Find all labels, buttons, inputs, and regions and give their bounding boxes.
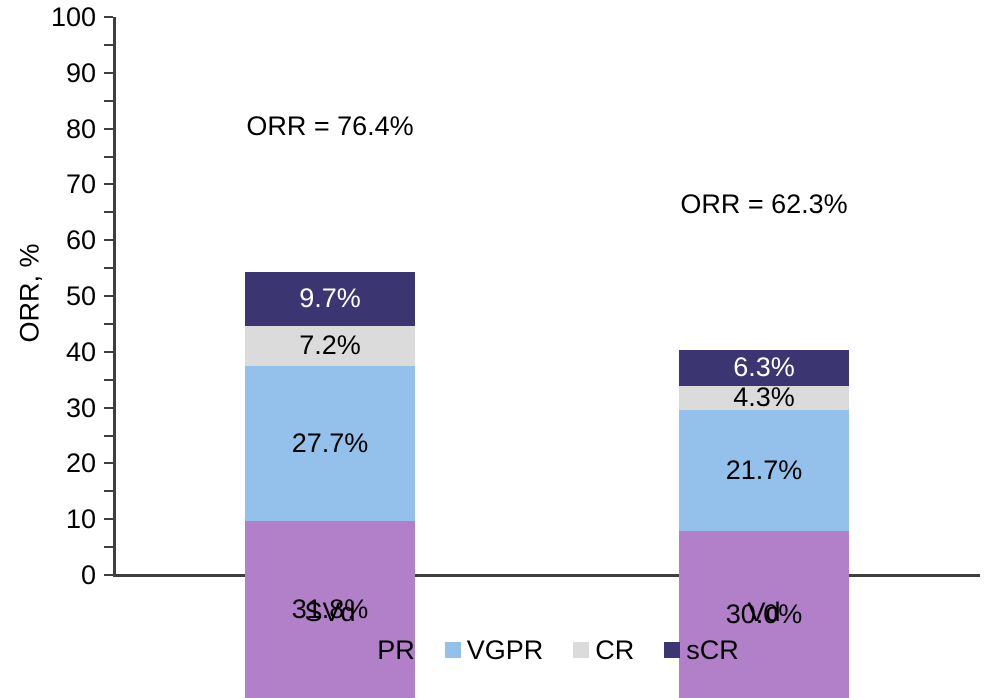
- bar-segment-vgpr-vd: 21.7%: [679, 409, 849, 531]
- y-axis-tick-label: 30: [65, 392, 96, 423]
- x-axis-line: [114, 573, 980, 577]
- y-axis-tick: [104, 99, 113, 102]
- y-axis-tick-label: 70: [65, 169, 96, 200]
- legend-label-scr: sCR: [686, 635, 739, 665]
- y-axis-tick: [104, 518, 113, 521]
- legend-swatch-vgpr: [444, 642, 461, 658]
- y-axis-tick-label: 10: [65, 504, 96, 535]
- bar-segment-cr-svd: 7.2%: [245, 325, 415, 366]
- bar-segment-vgpr-svd: 27.7%: [245, 366, 415, 521]
- x-axis-category-label-vd: Vd: [747, 597, 781, 627]
- y-axis-tick-label: 50: [65, 281, 96, 311]
- orr-total-label-svd: ORR = 76.4%: [246, 110, 414, 141]
- segment-value-label: 31.8%: [291, 593, 369, 624]
- legend-label-vgpr: VGPR: [466, 635, 544, 665]
- bar-segment-pr-svd: 31.8%: [245, 520, 415, 698]
- legend-label-pr: PR: [377, 635, 415, 665]
- y-axis-tick: [104, 239, 113, 242]
- y-axis-tick: [104, 155, 113, 158]
- legend-swatch-cr: [573, 642, 590, 658]
- legend-item-vgpr: VGPR: [444, 635, 544, 665]
- y-axis-tick: [104, 350, 113, 353]
- y-axis-tick: [104, 546, 113, 549]
- segment-value-label: 6.3%: [733, 352, 795, 383]
- y-axis-tick-label: 40: [65, 336, 96, 367]
- y-axis-tick: [104, 574, 113, 576]
- y-axis-tick: [104, 16, 113, 18]
- legend-swatch-pr: [355, 642, 372, 658]
- y-axis-line: [112, 17, 116, 577]
- y-axis-tick: [104, 462, 113, 465]
- bar-segment-pr-vd: 30.0%: [679, 530, 849, 698]
- y-axis-tick: [104, 71, 113, 74]
- y-axis-tick-label: 60: [65, 225, 96, 256]
- y-axis-tick: [104, 434, 113, 437]
- legend-swatch-scr: [664, 642, 681, 658]
- segment-value-label: 30.0%: [725, 598, 803, 629]
- chart-legend: PR VGPR CR sCR: [114, 636, 980, 664]
- segment-value-label: 27.7%: [291, 427, 369, 458]
- y-axis-tick-label: 100: [50, 2, 96, 32]
- segment-value-label: 21.7%: [725, 454, 803, 485]
- y-axis-tick: [104, 183, 113, 186]
- y-axis-tick: [104, 267, 113, 270]
- stacked-bar-Vd: 30.0% 21.7% 4.3% 6.3%: [679, 350, 849, 698]
- x-axis-category-label-svd: SVd: [304, 597, 356, 627]
- bar-segment-scr-vd: 6.3%: [679, 350, 849, 386]
- y-axis-tick: [104, 378, 113, 381]
- y-axis-tick: [104, 127, 113, 130]
- segment-value-label: 9.7%: [299, 283, 361, 314]
- segment-value-label: 4.3%: [733, 382, 795, 413]
- legend-label-cr: CR: [595, 635, 635, 665]
- segment-value-label: 7.2%: [299, 330, 361, 361]
- y-axis-tick: [104, 490, 113, 493]
- bar-segment-cr-vd: 4.3%: [679, 382, 849, 413]
- bar-segment-scr-svd: 9.7%: [245, 271, 415, 326]
- y-axis-tick-label: 0: [80, 560, 96, 590]
- y-axis-tick-label: 20: [65, 448, 96, 479]
- y-axis-tick-label: 90: [65, 57, 96, 88]
- legend-item-scr: sCR: [664, 636, 739, 664]
- orr-total-label-vd: ORR = 62.3%: [680, 189, 848, 220]
- y-axis-tick: [104, 322, 113, 325]
- stacked-bar-SVd: 31.8% 27.7% 7.2% 9.7%: [245, 271, 415, 698]
- y-axis-tick: [104, 295, 113, 297]
- legend-item-pr: PR: [355, 636, 415, 664]
- y-axis-tick: [104, 406, 113, 409]
- legend-item-cr: CR: [573, 636, 634, 664]
- y-axis-tick-label: 80: [65, 113, 96, 144]
- y-axis-tick: [104, 43, 113, 46]
- y-axis-tick: [104, 211, 113, 214]
